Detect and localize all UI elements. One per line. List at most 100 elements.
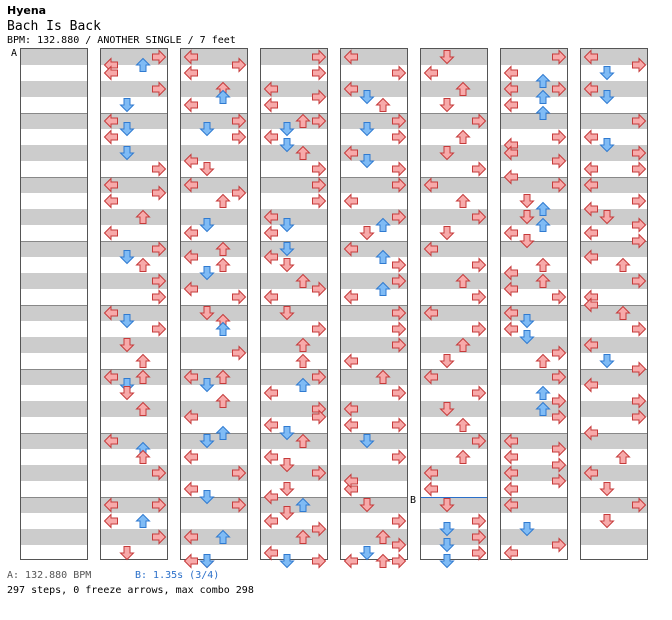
step-arrow-down-icon [439, 553, 455, 569]
step-arrow-right-icon [631, 233, 647, 249]
step-arrow-left-icon [183, 65, 199, 81]
measure-line [581, 177, 647, 178]
step-arrow-up-icon [615, 449, 631, 465]
footer-bpm-a: A: 132.880 BPM [7, 570, 92, 581]
step-arrow-right-icon [471, 257, 487, 273]
step-arrow-left-icon [423, 481, 439, 497]
measure-line [581, 433, 647, 434]
step-arrow-right-icon [311, 521, 327, 537]
step-arrow-left-icon [503, 433, 519, 449]
bpm-marker-a: A [11, 48, 18, 59]
step-arrow-up-icon [215, 257, 231, 273]
measure-line [181, 113, 247, 114]
step-arrow-up-icon [295, 433, 311, 449]
footer-stop-b: B: 1.35s (3/4) [135, 570, 220, 581]
step-arrow-down-icon [119, 249, 135, 265]
step-arrow-down-icon [279, 457, 295, 473]
step-arrow-up-icon [295, 273, 311, 289]
step-arrow-right-icon [391, 553, 407, 569]
step-arrow-left-icon [103, 113, 119, 129]
chart-column [100, 48, 168, 561]
step-arrow-down-icon [119, 97, 135, 113]
song-title: Bach Is Back [7, 19, 101, 34]
step-arrow-left-icon [503, 449, 519, 465]
step-arrow-up-icon [215, 393, 231, 409]
step-arrow-right-icon [471, 529, 487, 545]
step-arrow-right-icon [391, 65, 407, 81]
step-arrow-right-icon [551, 129, 567, 145]
step-arrow-right-icon [391, 257, 407, 273]
measure-line [501, 177, 567, 178]
step-arrow-right-icon [391, 113, 407, 129]
measure-line [421, 177, 487, 178]
step-arrow-left-icon [183, 153, 199, 169]
step-arrow-down-icon [279, 305, 295, 321]
measure-line [581, 369, 647, 370]
step-arrow-down-icon [199, 489, 215, 505]
step-arrow-up-icon [295, 529, 311, 545]
step-arrow-left-icon [583, 465, 599, 481]
step-arrow-up-icon [215, 321, 231, 337]
step-arrow-right-icon [151, 465, 167, 481]
step-arrow-left-icon [503, 65, 519, 81]
step-arrow-right-icon [311, 369, 327, 385]
step-arrow-up-icon [375, 281, 391, 297]
step-arrow-right-icon [151, 81, 167, 97]
step-arrow-right-icon [551, 369, 567, 385]
step-arrow-left-icon [103, 369, 119, 385]
step-arrow-right-icon [551, 473, 567, 489]
step-arrow-left-icon [423, 465, 439, 481]
step-arrow-left-icon [503, 305, 519, 321]
step-arrow-up-icon [215, 529, 231, 545]
step-arrow-left-icon [183, 225, 199, 241]
measure-line [501, 433, 567, 434]
step-arrow-right-icon [391, 305, 407, 321]
step-arrow-right-icon [151, 529, 167, 545]
step-arrow-up-icon [375, 369, 391, 385]
step-arrow-up-icon [535, 89, 551, 105]
step-arrow-right-icon [631, 321, 647, 337]
step-arrow-left-icon [183, 281, 199, 297]
step-arrow-down-icon [279, 121, 295, 137]
step-arrow-up-icon [295, 337, 311, 353]
step-arrow-up-icon [295, 497, 311, 513]
step-arrow-left-icon [503, 545, 519, 561]
step-arrow-down-icon [279, 257, 295, 273]
step-arrow-left-icon [503, 97, 519, 113]
step-arrow-left-icon [263, 209, 279, 225]
measure-line [181, 241, 247, 242]
step-arrow-right-icon [151, 185, 167, 201]
bpm-marker-b: B [410, 495, 417, 506]
step-arrow-right-icon [151, 161, 167, 177]
step-arrow-down-icon [599, 353, 615, 369]
step-arrow-right-icon [551, 441, 567, 457]
step-arrow-up-icon [135, 449, 151, 465]
footer-stats: 297 steps, 0 freeze arrows, max combo 29… [7, 585, 254, 596]
step-arrow-up-icon [535, 385, 551, 401]
step-arrow-left-icon [263, 97, 279, 113]
step-arrow-left-icon [263, 289, 279, 305]
step-arrow-left-icon [343, 553, 359, 569]
step-arrow-right-icon [631, 273, 647, 289]
step-arrow-right-icon [471, 113, 487, 129]
step-arrow-up-icon [135, 57, 151, 73]
step-arrow-down-icon [279, 481, 295, 497]
step-arrow-left-icon [183, 481, 199, 497]
step-arrow-left-icon [183, 369, 199, 385]
measure-line [21, 241, 87, 242]
step-arrow-left-icon [263, 449, 279, 465]
measure-line [101, 113, 167, 114]
step-arrow-down-icon [439, 225, 455, 241]
step-arrow-down-icon [359, 153, 375, 169]
step-arrow-left-icon [183, 49, 199, 65]
step-arrow-right-icon [151, 241, 167, 257]
step-arrow-right-icon [631, 193, 647, 209]
measure-line [181, 177, 247, 178]
step-arrow-up-icon [215, 89, 231, 105]
step-arrow-down-icon [359, 497, 375, 513]
measure-line [421, 433, 487, 434]
step-arrow-right-icon [311, 89, 327, 105]
step-arrow-down-icon [119, 385, 135, 401]
step-arrow-right-icon [311, 409, 327, 425]
step-arrow-left-icon [583, 49, 599, 65]
